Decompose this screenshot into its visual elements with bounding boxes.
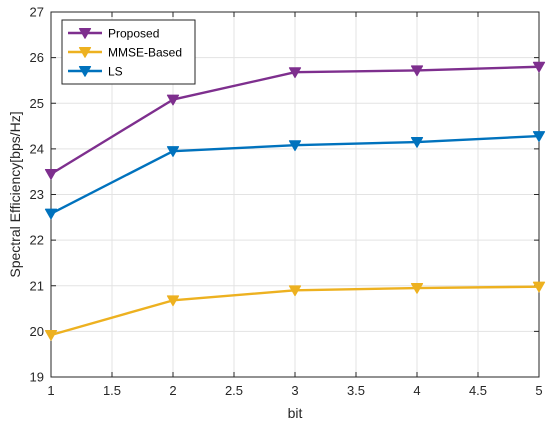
legend-label: Proposed [108, 27, 159, 41]
data-point-ls [288, 140, 302, 152]
x-tick-label: 2.5 [225, 383, 243, 398]
legend-item-proposed: Proposed [68, 27, 159, 41]
x-tick-label: 2 [169, 383, 176, 398]
y-tick-label: 22 [30, 233, 44, 248]
data-point-mmse-based [532, 281, 546, 293]
x-tick-label: 4.5 [469, 383, 487, 398]
legend-item-ls: LS [68, 65, 123, 79]
legend-marker [78, 65, 92, 77]
y-tick-label: 26 [30, 50, 44, 65]
y-tick-label: 21 [30, 278, 44, 293]
y-tick-label: 19 [30, 370, 44, 385]
data-point-mmse-based [288, 285, 302, 297]
data-point-proposed [166, 94, 180, 106]
data-point-proposed [532, 61, 546, 73]
legend-label: LS [108, 65, 123, 79]
x-tick-label: 3.5 [347, 383, 365, 398]
y-tick-label: 24 [30, 141, 44, 156]
series-mmse-based [44, 281, 546, 341]
y-tick-label: 23 [30, 187, 44, 202]
data-point-mmse-based [410, 283, 424, 294]
y-tick-label: 25 [30, 96, 44, 111]
y-axis-label: Spectral Efficiency[bps/Hz] [7, 111, 23, 277]
series-proposed [44, 61, 546, 180]
axis-ticks: 1 1.5 2 2.5 3 3.5 4 4.5 5 19 20 21 22 23 24 25 26 27 [30, 5, 543, 399]
series-lines [44, 61, 546, 341]
data-point-mmse-based [44, 330, 58, 341]
x-tick-label: 4 [413, 383, 420, 398]
data-point-proposed [410, 65, 424, 77]
data-point-ls [410, 137, 424, 148]
x-axis-label: bit [288, 405, 303, 421]
series-ls [44, 131, 546, 220]
data-point-ls [44, 208, 58, 220]
y-tick-label: 20 [30, 324, 44, 339]
data-point-proposed [44, 168, 58, 180]
data-point-mmse-based [166, 295, 180, 307]
x-tick-label: 5 [535, 383, 542, 398]
x-tick-label: 3 [291, 383, 298, 398]
legend-item-mmse-based: MMSE-Based [68, 46, 182, 60]
legend-marker [78, 46, 92, 58]
data-point-ls [532, 131, 546, 142]
data-point-ls [166, 146, 180, 157]
legend: Proposed MMSE-Based LS [61, 19, 196, 85]
legend-marker [78, 28, 92, 39]
legend-label: MMSE-Based [108, 46, 182, 60]
y-tick-label: 27 [30, 5, 44, 20]
x-tick-label: 1 [47, 383, 54, 398]
x-tick-label: 1.5 [103, 383, 121, 398]
grid-lines [51, 12, 539, 377]
data-point-proposed [288, 67, 302, 79]
